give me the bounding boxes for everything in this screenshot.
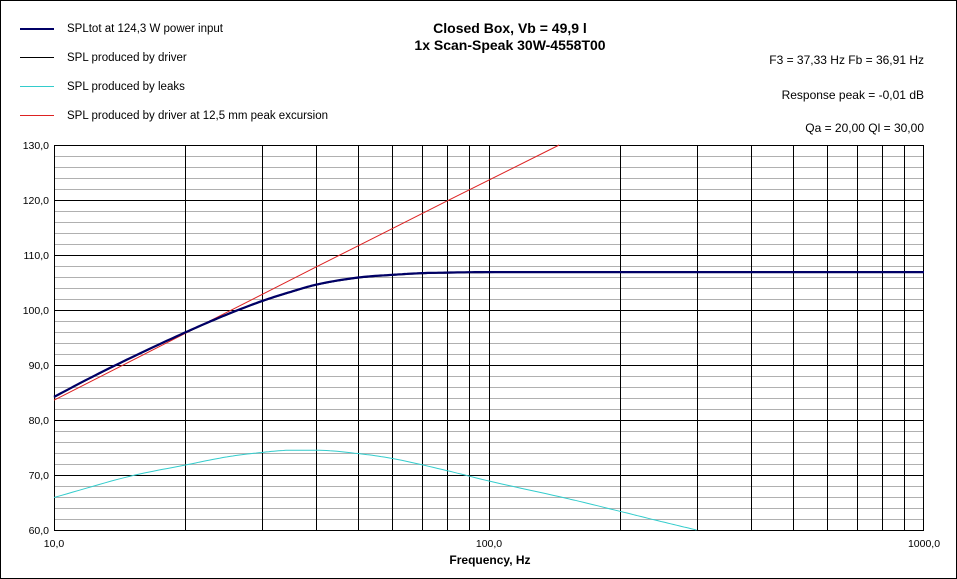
y-tick-label: 80,0 bbox=[29, 415, 50, 427]
plot-border bbox=[54, 145, 924, 531]
chart-title-line2: 1x Scan-Speak 30W-4558T00 bbox=[414, 37, 606, 53]
legend-swatch-driver bbox=[20, 57, 54, 58]
x-axis-title: Frequency, Hz bbox=[449, 553, 531, 567]
y-tick-label: 120,0 bbox=[23, 195, 49, 207]
y-tick-label: 70,0 bbox=[29, 470, 50, 482]
info-f3-fb: F3 = 37,33 Hz Fb = 36,91 Hz bbox=[769, 53, 924, 67]
series-excursion bbox=[53, 144, 560, 401]
x-tick-label: 1000,0 bbox=[908, 538, 940, 550]
info-response-peak: Response peak = -0,01 dB bbox=[781, 88, 924, 102]
chart-title-line1: Closed Box, Vb = 49,9 l bbox=[433, 20, 587, 36]
y-tick-label: 90,0 bbox=[29, 360, 50, 372]
legend-label-leaks: SPL produced by leaks bbox=[67, 81, 185, 93]
series-spltot bbox=[53, 271, 924, 398]
legend-swatch-leaks bbox=[20, 86, 54, 87]
y-tick-label: 110,0 bbox=[24, 250, 50, 262]
y-tick-label: 130,0 bbox=[23, 140, 49, 152]
x-tick-label: 10,0 bbox=[44, 538, 65, 550]
legend-swatch-excursion bbox=[20, 115, 54, 116]
info-qa-ql: Qa = 20,00 Ql = 30,00 bbox=[805, 121, 924, 135]
y-tick-label: 100,0 bbox=[23, 305, 49, 317]
legend-label-spltot: SPLtot at 124,3 W power input bbox=[67, 23, 223, 35]
series-leaks bbox=[53, 449, 697, 531]
legend-label-excursion: SPL produced by driver at 12,5 mm peak e… bbox=[67, 110, 329, 122]
legend-swatch-spltot bbox=[20, 28, 54, 30]
x-tick-label: 100,0 bbox=[476, 538, 502, 550]
legend-label-driver: SPL produced by driver bbox=[67, 52, 187, 64]
y-tick-label: 60,0 bbox=[29, 525, 50, 537]
